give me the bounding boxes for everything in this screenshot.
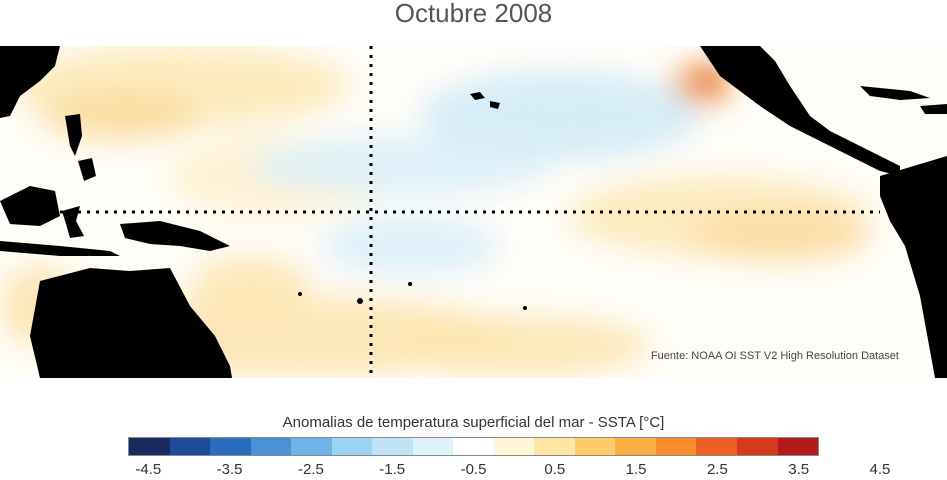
colorbar-swatch <box>493 438 535 455</box>
colorbar-tick-label: 4.5 <box>869 461 891 478</box>
sst-anomaly-map <box>0 46 947 378</box>
colorbar-swatch <box>736 438 778 455</box>
map-svg <box>0 46 947 378</box>
colorbar-swatch <box>169 438 211 455</box>
colorbar-swatch <box>534 438 575 455</box>
colorbar-tick-label: -1.5 <box>379 461 406 478</box>
colorbar-swatch <box>250 438 292 455</box>
colorbar-tick-label: 3.5 <box>788 461 810 478</box>
colorbar-tick-label: 2.5 <box>706 461 728 478</box>
colorbar-swatch <box>655 438 697 455</box>
colorbar-tick-label: -2.5 <box>297 461 324 478</box>
colorbar-tick-label: 0.5 <box>544 461 566 478</box>
colorbar-swatch <box>129 438 170 455</box>
colorbar-swatch <box>372 438 413 455</box>
colorbar-swatch <box>777 438 819 455</box>
colorbar-label: Anomalias de temperatura superficial del… <box>282 414 665 431</box>
anomaly-field <box>0 46 870 376</box>
colorbar-swatch <box>615 438 656 455</box>
colorbar-tick-label: 1.5 <box>625 461 647 478</box>
colorbar-tick-label: -3.5 <box>216 461 243 478</box>
colorbar-swatch <box>291 438 332 455</box>
colorbar-swatch <box>574 438 616 455</box>
colorbar-swatch <box>210 438 251 455</box>
colorbar-swatch <box>331 438 373 455</box>
colorbar-tick-label: -4.5 <box>135 461 162 478</box>
colorbar-swatch <box>453 438 494 455</box>
colorbar <box>128 437 819 456</box>
colorbar-tick-label: -0.5 <box>460 461 487 478</box>
colorbar-swatch <box>696 438 737 455</box>
chart-title: Octubre 2008 <box>394 0 553 28</box>
colorbar-swatch <box>412 438 454 455</box>
land <box>0 46 947 378</box>
source-note: Fuente: NOAA OI SST V2 High Resolution D… <box>650 350 899 362</box>
